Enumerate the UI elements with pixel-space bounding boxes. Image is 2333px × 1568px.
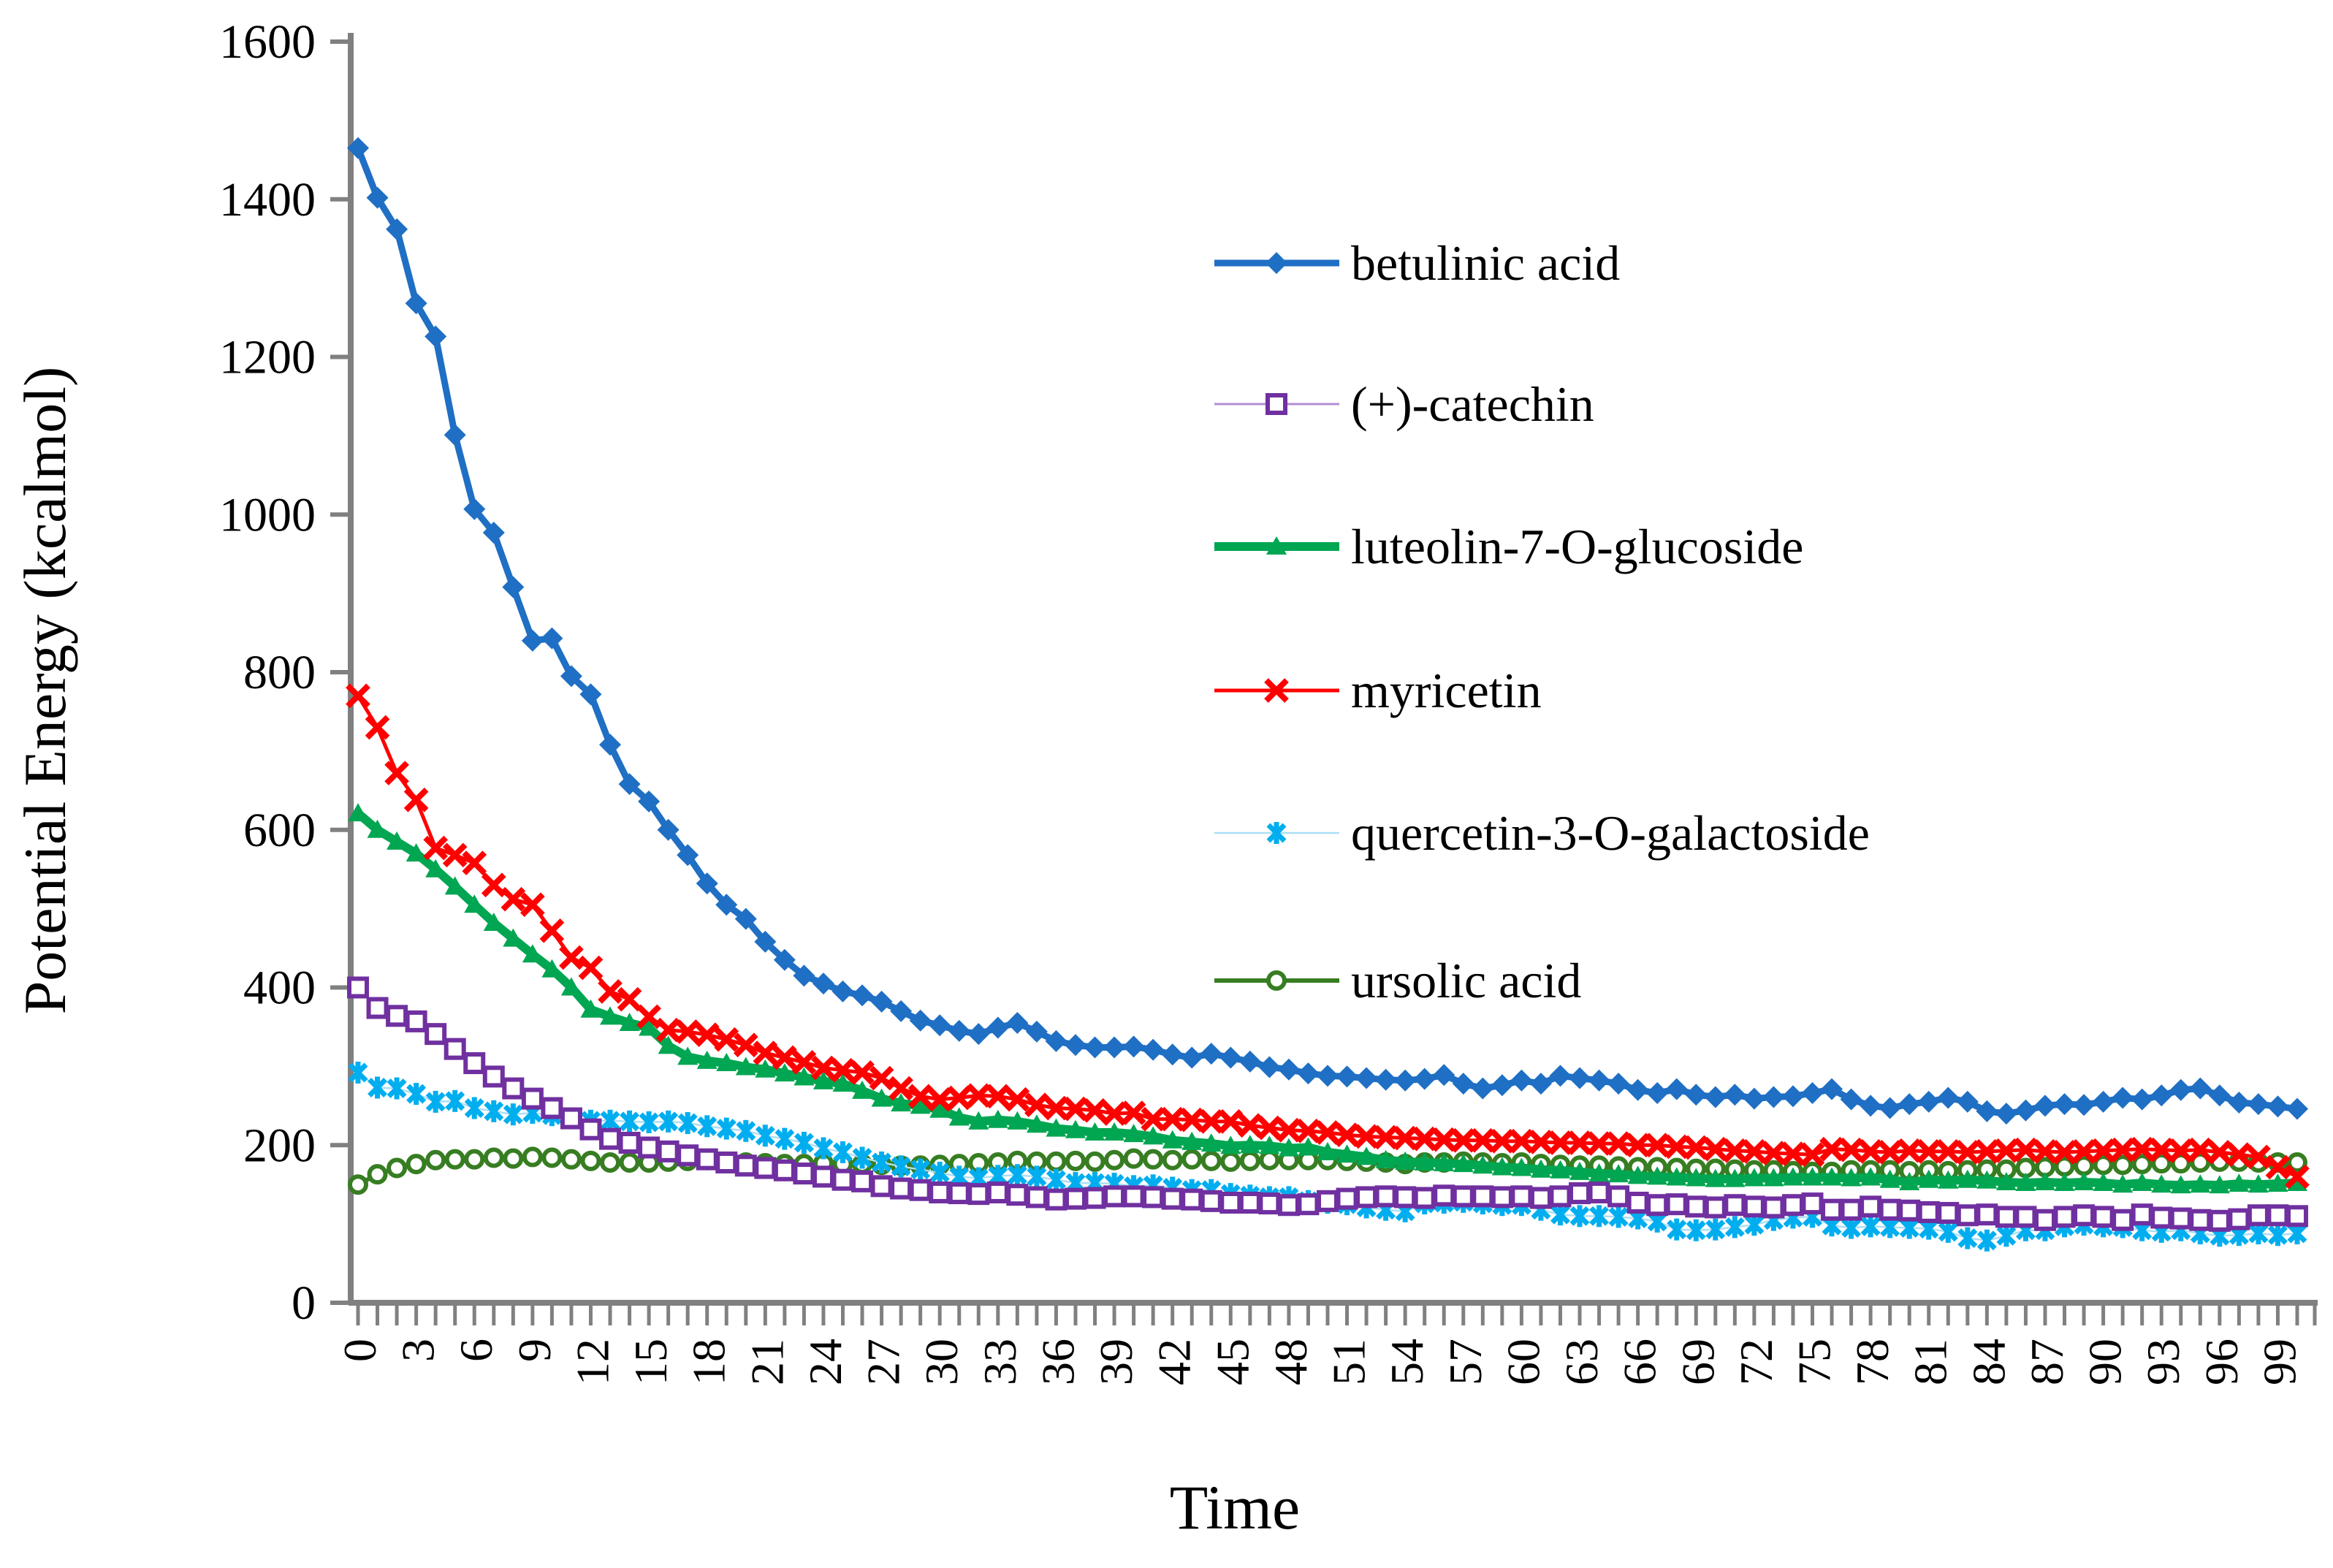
legend-marker-triangle-icon: [1214, 536, 1339, 555]
x-tick-label: 3: [392, 1339, 444, 1362]
legend-label: betulinic acid: [1351, 235, 1621, 291]
legend-item-luteolin-7-o-glucoside: luteolin-7-O-glucoside: [1213, 519, 1804, 574]
y-axis-title: Potential Energy (kcalmol): [12, 366, 78, 1015]
y-tick-label: 1600: [219, 15, 316, 69]
series-markers-luteolin-7-o-glucoside: [348, 803, 2307, 1194]
x-tick-label: 27: [858, 1339, 910, 1385]
x-tick-label: 69: [1672, 1339, 1724, 1385]
series-markers--catechin: [347, 976, 2308, 1232]
series-myricetin: [346, 683, 2310, 1190]
x-tick-label: 81: [1905, 1339, 1957, 1385]
series-luteolin-7-o-glucoside: [348, 803, 2307, 1194]
x-tick-label: 93: [2137, 1339, 2189, 1385]
legend-marker-diamond-icon: [1214, 252, 1339, 274]
x-tick-label: 6: [450, 1339, 502, 1362]
legend-label: (+)-catechin: [1351, 376, 1594, 432]
legend-item-betulinic-acid: betulinic acid: [1213, 235, 1621, 291]
x-tick-label: 57: [1439, 1339, 1491, 1385]
series-markers-betulinic-acid: [347, 137, 2308, 1125]
x-tick-label: 54: [1381, 1339, 1433, 1385]
x-tick-label: 96: [2196, 1339, 2248, 1385]
x-tick-label: 18: [683, 1339, 735, 1385]
legend-label: ursolic acid: [1351, 953, 1582, 1008]
legend-label: myricetin: [1351, 663, 1542, 718]
legend-item-(+)-catechin: (+)-catechin: [1213, 376, 1594, 432]
legend-item-myricetin: myricetin: [1213, 663, 1542, 718]
x-tick-label: 42: [1149, 1339, 1200, 1385]
y-tick-label: 0: [292, 1276, 316, 1330]
y-tick-label: 600: [243, 804, 316, 857]
x-tick-label: 0: [334, 1339, 386, 1362]
x-tick-label: 33: [974, 1339, 1026, 1385]
x-tick-label: 78: [1846, 1339, 1898, 1385]
x-tick-label: 87: [2021, 1339, 2073, 1385]
x-tick-label: 99: [2253, 1339, 2305, 1385]
legend-label: quercetin-3-O-galactoside: [1351, 805, 1870, 861]
x-tick-label: 90: [2079, 1339, 2131, 1385]
x-tick-label: 66: [1614, 1339, 1666, 1385]
legend-marker-square-open-icon: [1214, 393, 1339, 415]
x-tick-label: 9: [509, 1339, 560, 1362]
x-tick-label: 30: [916, 1339, 967, 1385]
y-tick-label: 400: [243, 962, 316, 1015]
y-tick-label: 1200: [219, 331, 316, 384]
legend-marker-x-cross-icon: [1214, 678, 1339, 703]
x-tick-label: 48: [1265, 1339, 1317, 1385]
x-tick-label: 24: [799, 1339, 851, 1385]
x-tick-label: 39: [1090, 1339, 1142, 1385]
x-tick-label: 36: [1032, 1339, 1084, 1385]
y-tick-label: 200: [243, 1119, 316, 1172]
x-tick-label: 72: [1730, 1339, 1782, 1385]
x-tick-label: 21: [741, 1339, 793, 1385]
y-tick-label: 1400: [219, 173, 316, 227]
x-axis-title: Time: [1169, 1472, 1301, 1542]
x-tick-label: 15: [625, 1339, 677, 1385]
x-tick-label: 60: [1497, 1339, 1549, 1385]
legend-item-quercetin-3-o-galactoside: quercetin-3-O-galactoside: [1213, 805, 1870, 861]
series--catechin: [347, 976, 2308, 1232]
x-tick-label: 63: [1556, 1339, 1607, 1385]
x-tick-label: 45: [1206, 1339, 1258, 1385]
series-betulinic-acid: [347, 137, 2308, 1125]
y-tick-label: 800: [243, 646, 316, 699]
legend-marker-asterisk-icon: [1214, 822, 1339, 844]
legend-item-ursolic-acid: ursolic acid: [1213, 953, 1582, 1008]
legend-label: luteolin-7-O-glucoside: [1351, 519, 1804, 574]
series-markers-myricetin: [346, 683, 2310, 1190]
x-tick-label: 51: [1323, 1339, 1375, 1385]
legend-marker-circle-open-icon: [1214, 970, 1339, 991]
y-tick-label: 1000: [219, 488, 316, 541]
x-tick-label: 75: [1789, 1339, 1841, 1385]
x-tick-label: 84: [1963, 1339, 2014, 1385]
x-tick-label: 12: [566, 1339, 618, 1385]
